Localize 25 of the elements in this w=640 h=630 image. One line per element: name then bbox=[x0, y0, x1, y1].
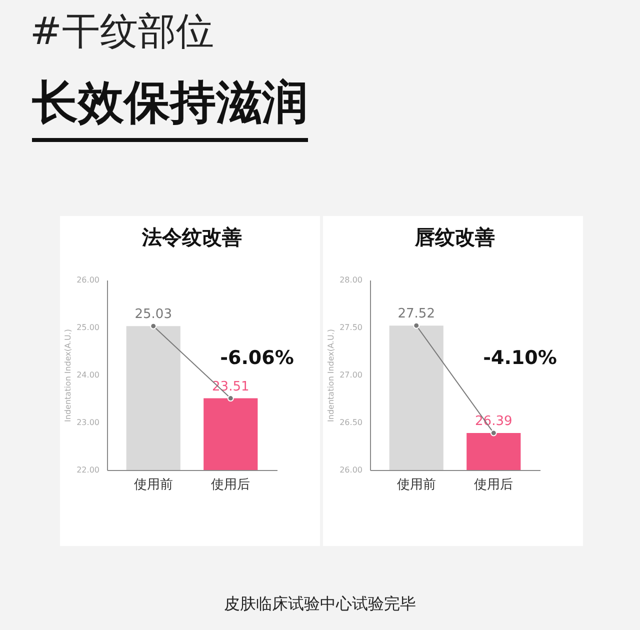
x-tick-label: 使用后 bbox=[474, 478, 514, 492]
data-label: 27.52 bbox=[398, 306, 435, 322]
chart-title: 法令纹改善 bbox=[141, 225, 242, 249]
y-tick-label: 24.00 bbox=[76, 370, 100, 380]
x-tick-label: 使用后 bbox=[211, 478, 250, 492]
text: 长效保持滋润 bbox=[32, 72, 308, 142]
text: 皮肤临床试验中心试验完毕 bbox=[223, 594, 417, 615]
chart-title: 唇纹改善 bbox=[414, 225, 495, 249]
y-tick-label: 23.00 bbox=[76, 418, 100, 427]
y-tick-label: 26.00 bbox=[340, 466, 362, 474]
y-tick-label: 28.00 bbox=[340, 276, 362, 284]
y-axis-title: Indentation Index(A.U.) bbox=[326, 329, 336, 422]
y-tick-label: 25.00 bbox=[76, 323, 100, 332]
y-tick-label: 27.00 bbox=[340, 370, 362, 380]
x-tick-label: 使用前 bbox=[134, 478, 173, 492]
data-label: 25.03 bbox=[134, 307, 172, 322]
annotation: -4.10% bbox=[483, 347, 557, 369]
y-tick-label: 26.00 bbox=[76, 276, 100, 284]
y-axis-title: Indentation Index(A.U.) bbox=[64, 329, 73, 422]
x-tick-label: 使用前 bbox=[396, 478, 436, 492]
y-tick-label: 27.50 bbox=[340, 323, 362, 332]
annotation: -6.06% bbox=[220, 347, 294, 369]
y-tick-label: 22.00 bbox=[76, 466, 100, 474]
y-tick-label: 26.50 bbox=[340, 418, 362, 427]
text: #干纹部位 bbox=[30, 8, 214, 55]
